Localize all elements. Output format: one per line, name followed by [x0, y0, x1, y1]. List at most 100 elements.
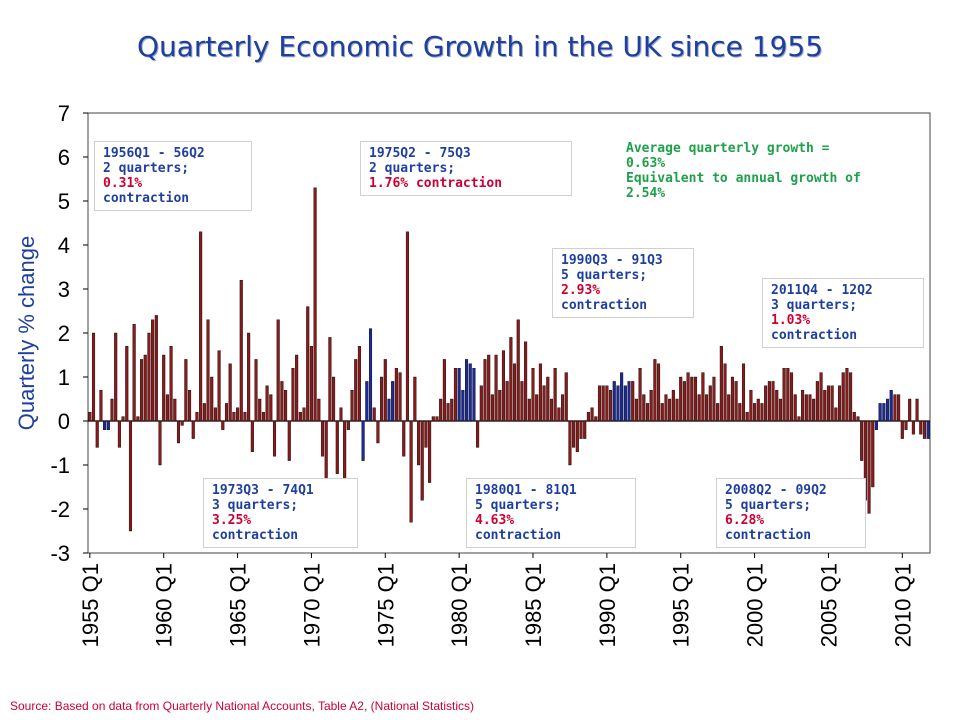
chart-bars [88, 187, 930, 532]
bar [487, 354, 491, 422]
bar [99, 390, 103, 422]
bar [368, 328, 373, 422]
bar [789, 372, 794, 422]
bar [402, 420, 406, 457]
x-tick-label: 1980 Q1 [447, 563, 472, 647]
bar [561, 394, 565, 422]
bar [92, 332, 96, 422]
bar [649, 390, 653, 422]
annotation-word: contraction [212, 528, 299, 543]
bar [439, 398, 443, 422]
bar [457, 368, 461, 422]
bar [801, 390, 805, 422]
annotation-amount: 0.31% [103, 176, 143, 191]
bar [513, 363, 517, 422]
bar [782, 368, 786, 422]
bar [878, 403, 882, 422]
bar [719, 346, 723, 422]
bar [609, 390, 613, 422]
bar [398, 372, 402, 422]
bar [756, 398, 760, 422]
bar [317, 398, 321, 422]
bar [690, 376, 694, 422]
x-tick-label: 1990 Q1 [595, 563, 620, 647]
y-tick-label: 2 [58, 321, 70, 346]
x-tick-label: 1995 Q1 [669, 563, 694, 647]
bar [372, 407, 376, 422]
annotation-period: 1975Q2 - 75Q3 [369, 146, 471, 161]
bar [405, 231, 409, 422]
annotation-amount: 2.93% [561, 283, 601, 298]
bar [295, 354, 299, 422]
bar [860, 420, 864, 461]
bar [767, 381, 771, 422]
y-axis-label: Quarterly % change [14, 236, 39, 430]
bar [660, 403, 664, 422]
bar [428, 420, 432, 483]
x-tick-label: 1965 Q1 [226, 563, 251, 647]
bar [413, 376, 417, 422]
bar [494, 354, 498, 422]
bar [472, 368, 476, 422]
bar [601, 385, 605, 422]
annotation-1956: 1956Q1 - 56Q2 2 quarters; 0.31% contract… [94, 141, 252, 211]
bar [738, 403, 742, 422]
bar [837, 385, 842, 422]
annotation-amount: 1.76% contraction [369, 176, 503, 191]
bar [383, 359, 387, 422]
bar [176, 420, 181, 444]
bar [642, 394, 646, 422]
bar [117, 420, 121, 448]
annotation-length: 5 quarters; [561, 268, 648, 283]
bar [908, 398, 912, 422]
bar [897, 394, 901, 422]
bar [786, 368, 790, 422]
bar [376, 420, 380, 444]
bar [483, 359, 487, 422]
bar [221, 420, 225, 431]
page-title: Quarterly Economic Growth in the UK sinc… [136, 30, 824, 63]
annotation-word: contraction [103, 191, 190, 206]
bar [549, 398, 554, 422]
annotation-length: 3 quarters; [212, 498, 299, 513]
bar [261, 412, 265, 422]
bar [435, 416, 439, 422]
bar [572, 420, 576, 448]
bar [332, 376, 336, 422]
y-tick-label: 3 [58, 277, 70, 302]
bar [420, 420, 424, 501]
x-tick-label: 2000 Q1 [743, 563, 768, 647]
bar [236, 407, 240, 422]
bar [106, 420, 110, 431]
bar [247, 332, 251, 422]
bar [841, 372, 845, 422]
annotation-length: 2 quarters; [103, 161, 190, 176]
bar [132, 324, 136, 422]
bar [645, 403, 650, 422]
bar [217, 350, 221, 422]
average-note-line: 0.63% [626, 156, 666, 171]
annotation-period: 1990Q3 - 91Q3 [561, 253, 663, 268]
bar [228, 363, 232, 422]
y-axis-ticks: -3 -2 -1 0 1 2 3 4 5 6 7 [50, 101, 88, 566]
bar [213, 407, 217, 422]
bar [280, 381, 284, 422]
bar [302, 407, 306, 422]
bar [88, 412, 92, 422]
bar [140, 359, 144, 422]
y-tick-label: -2 [50, 497, 70, 522]
bar [686, 372, 690, 422]
x-tick-label: 1955 Q1 [78, 563, 103, 647]
bar [889, 390, 893, 422]
bar [313, 187, 317, 422]
bar [250, 420, 254, 452]
bar [616, 385, 620, 422]
bar [579, 420, 583, 439]
annotation-1973: 1973Q3 - 74Q1 3 quarters; 3.25% contract… [203, 478, 358, 548]
annotation-period: 1973Q3 - 74Q1 [212, 483, 314, 498]
annotation-1990: 1990Q3 - 91Q3 5 quarters; 2.93% contract… [552, 248, 694, 318]
bar [354, 359, 358, 422]
bar [634, 398, 638, 422]
bar [849, 372, 853, 422]
bar [188, 390, 192, 422]
